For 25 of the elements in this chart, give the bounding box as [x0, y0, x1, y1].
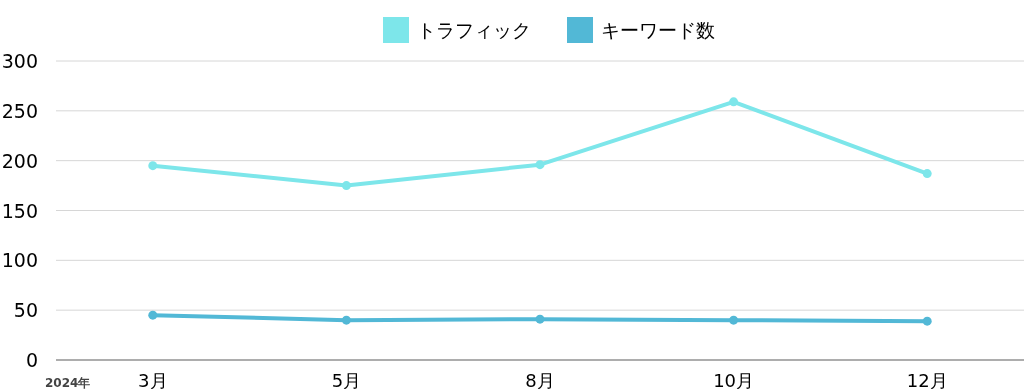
point: [535, 160, 545, 170]
y-tick-label: 250: [1, 99, 38, 122]
y-tick-label: 300: [1, 50, 38, 72]
y-tick-label: 200: [1, 149, 38, 172]
point: [922, 316, 932, 326]
point: [341, 181, 351, 191]
y-tick-label: 0: [25, 349, 38, 371]
legend-label: キーワード数: [601, 19, 715, 41]
x-tick-label: 8月: [525, 370, 555, 389]
point: [729, 315, 739, 325]
point: [148, 161, 158, 171]
y-tick-label: 50: [13, 299, 38, 322]
point: [341, 315, 351, 325]
x-tick-label: 3月: [138, 370, 168, 389]
point: [922, 169, 932, 179]
text: 2024年: [45, 376, 91, 389]
legend-label: トラフィック: [417, 19, 531, 41]
point: [148, 310, 158, 320]
point: [535, 314, 545, 324]
point: [729, 97, 739, 107]
y-tick-label: 100: [1, 249, 38, 272]
x-tick-label: 12月: [906, 370, 948, 389]
x-tick-label: 5月: [331, 370, 362, 389]
y-tick-label: 150: [1, 199, 38, 222]
x-tick-label: 10月: [713, 370, 755, 389]
